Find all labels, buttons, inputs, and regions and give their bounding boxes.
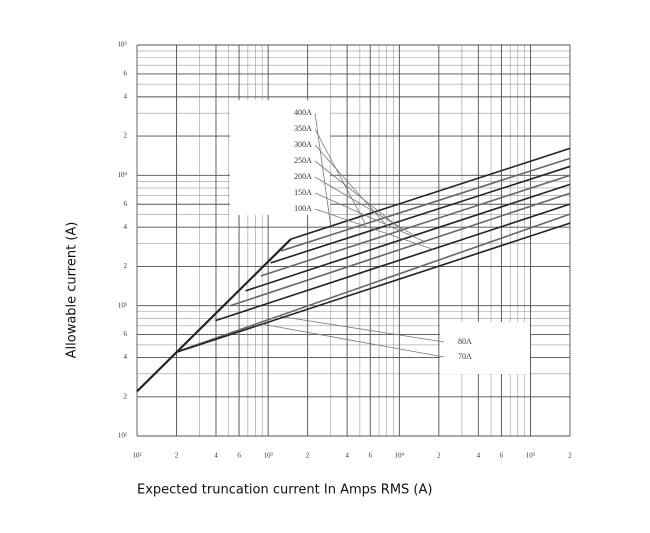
legend-label: 80A xyxy=(458,337,472,346)
legend-label: 300A xyxy=(294,140,312,149)
diagonal-line xyxy=(136,238,292,393)
y-tick-label: 10⁴ xyxy=(118,171,128,179)
leader-line xyxy=(314,128,366,225)
series-line xyxy=(245,183,571,292)
legend-label: 400A xyxy=(294,108,312,117)
y-axis-label: Allowable current (A) xyxy=(65,222,80,359)
leader-line xyxy=(262,323,445,358)
legend-label: 100A xyxy=(294,204,312,213)
y-tick-label: 2 xyxy=(124,262,128,270)
legend-label: 150A xyxy=(294,188,312,197)
label-box xyxy=(440,322,530,374)
legend-label: 70A xyxy=(458,352,472,361)
y-tick-label: 10² xyxy=(118,432,127,440)
x-tick-label: 6 xyxy=(500,452,504,460)
y-tick-label: 6 xyxy=(124,330,128,338)
x-tick-label: 6 xyxy=(368,452,372,460)
y-tick-label: 4 xyxy=(124,92,128,100)
x-tick-label: 4 xyxy=(345,452,349,460)
leader-line xyxy=(314,192,425,242)
label-box xyxy=(230,100,330,215)
x-tick-label: 4 xyxy=(477,452,481,460)
series-line xyxy=(290,147,571,240)
series-line xyxy=(215,203,571,322)
legend-label: 250A xyxy=(294,156,312,165)
x-tick-label: 10³ xyxy=(264,452,273,460)
y-tick-label: 10⁵ xyxy=(118,41,128,49)
leader-line xyxy=(314,208,433,250)
series-line xyxy=(180,213,571,352)
x-tick-label: 2 xyxy=(437,452,441,460)
legend-label: 200A xyxy=(294,172,312,181)
y-tick-label: 4 xyxy=(124,223,128,231)
y-tick-label: 6 xyxy=(124,200,128,208)
leader-line xyxy=(314,160,403,231)
x-tick-label: 10² xyxy=(132,452,141,460)
leader-line xyxy=(314,176,415,236)
series-line xyxy=(230,192,571,307)
leader-line xyxy=(278,315,445,343)
x-tick-label: 10⁴ xyxy=(395,452,405,460)
legend-label: 350A xyxy=(294,124,312,133)
y-tick-label: 10³ xyxy=(118,301,127,309)
series-line xyxy=(175,222,571,354)
x-tick-label: 10⁵ xyxy=(526,452,536,460)
x-tick-label: 2 xyxy=(306,452,310,460)
y-tick-label: 2 xyxy=(124,392,128,400)
x-tick-label: 2 xyxy=(568,452,572,460)
y-tick-label: 2 xyxy=(124,132,128,140)
y-tick-label: 4 xyxy=(124,353,128,361)
x-tick-label: 2 xyxy=(175,452,179,460)
x-tick-label: 4 xyxy=(214,452,218,460)
y-tick-label: 6 xyxy=(124,70,128,78)
x-axis-label: Expected truncation current In Amps RMS … xyxy=(137,483,432,498)
series-line xyxy=(270,165,571,264)
series-line xyxy=(280,157,571,252)
leader-line xyxy=(314,112,332,227)
series-line xyxy=(260,174,571,277)
x-tick-label: 6 xyxy=(237,452,241,460)
